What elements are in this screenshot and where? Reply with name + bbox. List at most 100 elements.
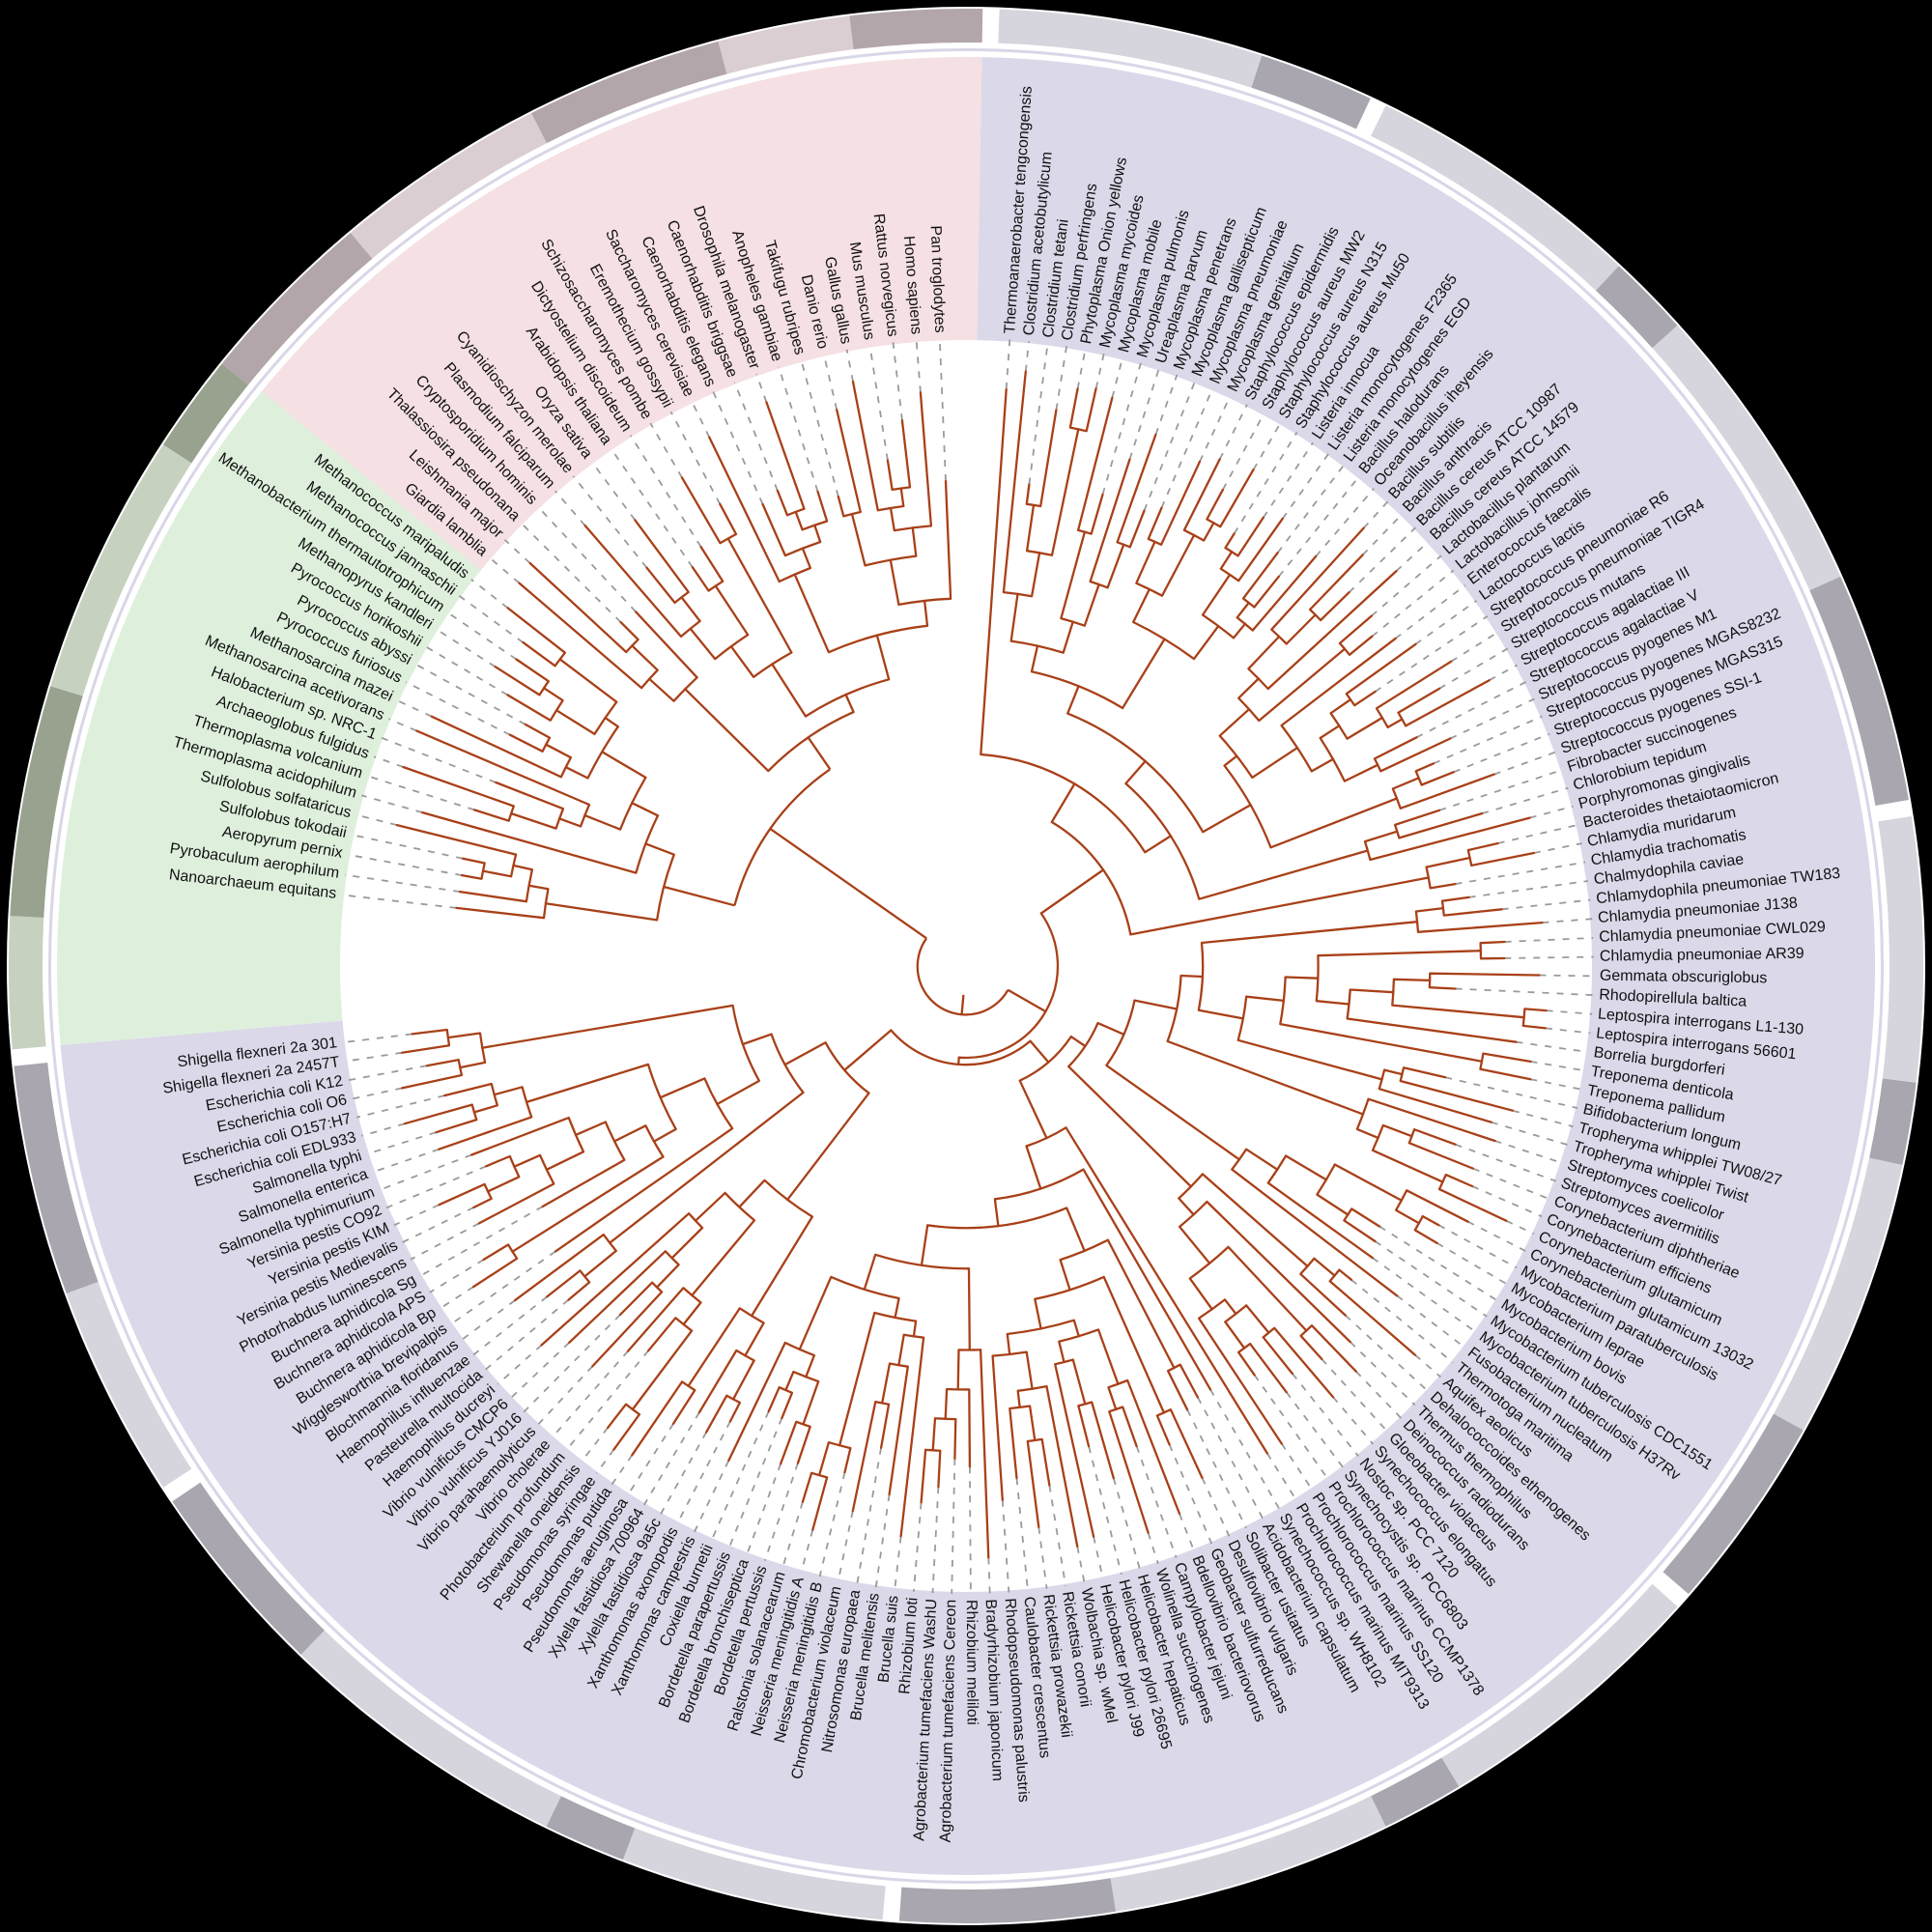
leaf-leader-line	[1048, 1485, 1066, 1586]
leaf-leader-line	[1154, 374, 1179, 436]
leaf-leader-line	[1028, 343, 1049, 485]
ring-segment	[1595, 266, 1678, 349]
leaf-leader-line	[868, 345, 889, 461]
leaf-leader-line	[595, 1449, 615, 1474]
leaf-leader-line	[461, 1299, 516, 1341]
leaf-leader-line	[348, 853, 463, 876]
leaf-leader-line	[915, 339, 922, 393]
ring-segment	[1251, 55, 1371, 129]
leaf-leader-line	[1467, 1220, 1526, 1252]
leaf-leader-line	[345, 1051, 403, 1063]
tree-branches	[395, 370, 1548, 1559]
leaf-leader-line	[913, 1502, 923, 1592]
leaf-leader-line	[1168, 1444, 1213, 1545]
leaf-leader-line	[1371, 554, 1442, 617]
leaf-leader-line	[931, 1487, 940, 1594]
leaf-leader-line	[1037, 1526, 1048, 1589]
branch	[960, 994, 965, 1014]
leaf-leader-line	[1278, 475, 1360, 578]
leaf-leader-line	[1252, 422, 1282, 470]
leaf-leader-line	[1504, 955, 1594, 959]
leaf-label: Chlamydia pneumoniae AR39	[1600, 946, 1804, 965]
leaf-leader-line	[1179, 1513, 1195, 1551]
leaf-leader-line	[1024, 341, 1030, 372]
leaf-leader-line	[649, 422, 683, 478]
leaf-leader-line	[388, 718, 417, 732]
leaf-leader-line	[1076, 349, 1087, 389]
ring-segment	[66, 1282, 192, 1488]
leaf-leader-line	[1493, 751, 1557, 776]
ring-segment	[622, 1828, 886, 1920]
leaf-leader-line	[1449, 697, 1535, 740]
leaf-leader-line	[733, 382, 779, 492]
leaf-leader-line	[1355, 1371, 1403, 1420]
leaf-leader-line	[472, 1295, 548, 1356]
leaf-leader-line	[1263, 441, 1314, 519]
leaf-leader-line	[419, 1206, 544, 1277]
leaf-leader-line	[1471, 1185, 1543, 1218]
leaf-leader-line	[488, 556, 521, 584]
leaf-leader-line	[565, 1350, 649, 1451]
leaf-leader-line	[1539, 974, 1594, 978]
leaf-leader-line	[781, 1501, 804, 1568]
leaf-leader-line	[894, 1536, 902, 1590]
leaf-leader-line	[1001, 1499, 1010, 1593]
leaf-leader-line	[1350, 1341, 1416, 1406]
leaf-leader-line	[676, 1421, 731, 1524]
domain-sector-archaea	[57, 391, 481, 1045]
leaf-leader-line	[1504, 937, 1594, 943]
ring-segment	[1110, 1796, 1386, 1912]
leaf-leader-line	[572, 475, 648, 569]
leaf-leader-line	[503, 539, 531, 564]
leaf-leader-line	[1395, 584, 1466, 639]
ring-segment	[1878, 815, 1923, 1083]
leaf-leader-line	[610, 447, 694, 568]
leaf-leader-line	[1345, 1314, 1429, 1392]
leaf-leader-line	[429, 1259, 485, 1293]
leaf-leader-line	[710, 1410, 770, 1541]
leaf-leader-line	[818, 1471, 846, 1577]
leaf-leader-line	[1276, 464, 1346, 554]
leaf-leader-line	[1481, 786, 1569, 814]
ring-segment	[172, 1482, 325, 1655]
leaf-leader-line	[1332, 1396, 1375, 1445]
leaf-leader-line	[1199, 395, 1232, 463]
leaf-leader-line	[1253, 1374, 1329, 1480]
leaf-leader-line	[424, 645, 508, 696]
leaf-leader-line	[746, 1463, 781, 1555]
leaf-leader-line	[1416, 681, 1527, 739]
leaf-leader-line	[366, 1131, 437, 1155]
leaf-leader-line	[1094, 353, 1105, 389]
branch	[807, 736, 832, 770]
ring-segment	[1869, 1078, 1917, 1166]
ring-segment	[8, 916, 46, 1050]
leaf-leader-line	[381, 736, 497, 783]
ring-segment	[998, 9, 1263, 88]
leaf-leader-line	[1233, 432, 1298, 534]
ring-segment	[1441, 1583, 1678, 1787]
branch	[663, 885, 735, 907]
leaf-leader-line	[659, 1432, 707, 1516]
ring-segment	[546, 1796, 636, 1861]
ring-segment	[531, 41, 727, 144]
leaf-leader-line	[1321, 1358, 1388, 1433]
leaf-leader-line	[1530, 1061, 1586, 1072]
leaf-leader-line	[938, 338, 947, 482]
leaf-leader-line	[1455, 1143, 1557, 1182]
leaf-leader-line	[1437, 1224, 1518, 1269]
leaf-leader-line	[551, 1350, 629, 1439]
ring-segment	[1371, 1757, 1460, 1827]
leaf-leader-line	[497, 1344, 543, 1385]
leaf-leader-line	[355, 813, 398, 826]
domain-sector-eukaryota	[261, 56, 982, 571]
root-arc	[916, 937, 1009, 1016]
ring-segment	[898, 1878, 1117, 1923]
leaf-leader-line	[727, 1417, 783, 1548]
leaf-leader-line	[1362, 513, 1404, 556]
leaf-leader-line	[1055, 346, 1067, 411]
branch	[733, 768, 831, 906]
leaf-leader-line	[372, 1148, 440, 1174]
leaf-leader-line	[1147, 1532, 1159, 1565]
ring-segment	[221, 232, 373, 385]
